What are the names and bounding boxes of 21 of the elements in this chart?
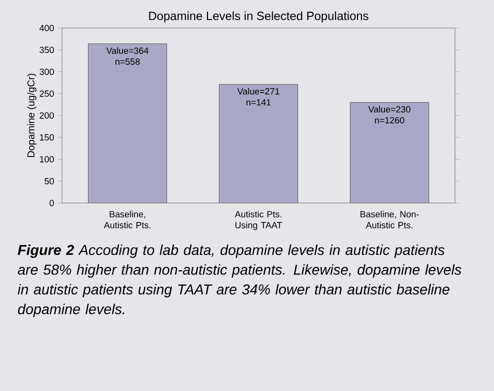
y-tick-label: 150: [40, 134, 54, 141]
bar: [350, 102, 430, 203]
y-tick-label: 100: [40, 156, 54, 162]
y-tick-label: 350: [40, 46, 54, 54]
y-tick-label: 400: [39, 24, 54, 32]
text: Figure 2 Accoding to lab data, dopamine levels in autistic patients are 58% higher than non-autistic patients. Likewise, dopamine levels in autistic patients using TAAT are 34% lower than autistic baseline dopamine levels.: [18, 244, 462, 318]
x-tick-label: Baseline, Non-Autistic Pts.: [360, 210, 419, 228]
x-tick-label: Autistic Pts. Using TAAT: [234, 210, 282, 230]
data-label: Value=230 n=1260: [368, 106, 410, 124]
y-axis-title: Dopamine (ug/gCr): [27, 74, 36, 158]
bar: [88, 44, 167, 203]
y-tick-label: 300: [40, 68, 54, 75]
y-tick-label: 0: [50, 200, 54, 206]
chart-title: Dopamine Levels in Selected Populations: [149, 11, 368, 23]
data-label: Value=271 n=141: [237, 88, 280, 106]
bar: [219, 84, 298, 203]
data-label: Value=364 n=558: [106, 47, 148, 65]
y-tick-label: 50: [44, 178, 54, 184]
y-tick-label: 200: [40, 112, 54, 119]
y-tick-label: 250: [40, 90, 54, 97]
x-tick-label: Baseline, Autistic Pts.: [104, 210, 150, 228]
